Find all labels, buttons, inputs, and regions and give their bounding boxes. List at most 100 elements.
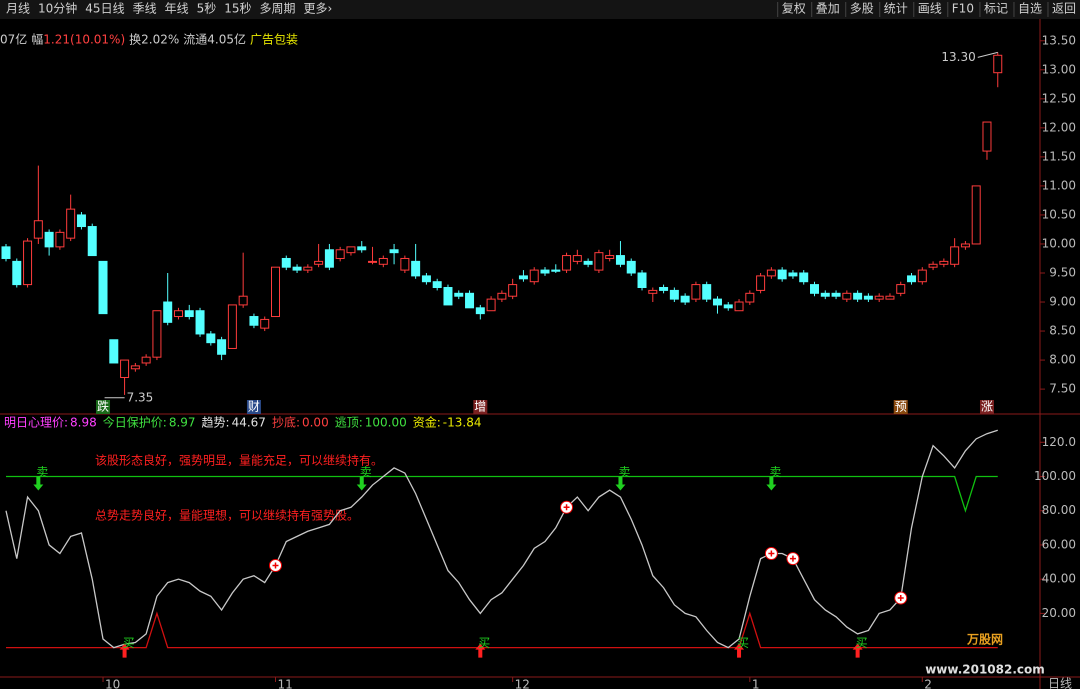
candle-body: [346, 246, 356, 254]
candle-body: [777, 269, 787, 280]
candle-body: [324, 249, 334, 268]
annotation-label: 13.30: [941, 50, 975, 64]
candle-body: [637, 272, 647, 289]
y-tick-label: 11.00: [1042, 178, 1076, 192]
candle-body: [98, 260, 108, 315]
candle-body: [863, 295, 873, 300]
candle-body: [87, 226, 97, 257]
toolbar-button[interactable]: F10: [952, 2, 974, 16]
event-label: 涨: [981, 399, 993, 414]
candle-body: [853, 292, 863, 300]
sell-arrow: [615, 476, 626, 491]
candle-body: [756, 275, 766, 291]
candle-body: [939, 260, 949, 265]
toolbar-button[interactable]: 月线: [6, 2, 30, 16]
candle-body: [443, 287, 453, 306]
event-label: 跌: [97, 399, 109, 414]
candle-body: [152, 310, 162, 358]
info-text: 换2.02%: [129, 33, 179, 47]
toolbar-button[interactable]: 15秒: [224, 2, 251, 16]
indicator-label: 趋势:: [202, 416, 230, 430]
watermark-url: www.201082.com: [925, 663, 1045, 677]
toolbar-button[interactable]: 更多›: [304, 2, 333, 16]
candle-body: [163, 301, 173, 323]
candle-body: [314, 260, 324, 265]
event-badge: [473, 400, 488, 414]
toolbar-button[interactable]: 画线: [918, 2, 942, 16]
event-label: 增: [474, 400, 486, 414]
annotation-label: 7.35: [127, 390, 154, 404]
candle-body: [529, 269, 539, 283]
y-tick-label: 8.50: [1049, 324, 1076, 338]
y-tick-label: 20.00: [1042, 606, 1076, 620]
y-tick-label: 60.00: [1042, 537, 1076, 551]
candle-body: [184, 310, 194, 318]
x-tick-label: 10: [105, 678, 120, 689]
candle-body: [594, 252, 604, 271]
buy-label: 买: [856, 636, 868, 650]
toolbar-button[interactable]: 叠加: [816, 2, 840, 16]
candle-body: [659, 287, 669, 291]
y-tick-label: 40.00: [1042, 572, 1076, 586]
annotation-arrow: [977, 51, 998, 58]
toolbar-button[interactable]: 标记: [984, 2, 1008, 16]
candle-body: [508, 284, 518, 297]
toolbar-button[interactable]: 自选: [1018, 2, 1042, 16]
cross-sign: [768, 550, 775, 557]
watermark-title: 万股网: [966, 632, 1003, 647]
candle-body: [238, 295, 248, 306]
toolbar-button[interactable]: 统计: [884, 2, 908, 16]
sell-label: 卖: [618, 465, 630, 479]
indicator-value: 8.97: [169, 416, 196, 430]
candle-body: [378, 257, 388, 265]
sell-arrow: [33, 476, 44, 491]
toolbar-button[interactable]: 多股: [850, 2, 874, 16]
candle-body: [734, 301, 744, 312]
candle-body: [66, 208, 76, 239]
toolbar-button[interactable]: 复权: [782, 2, 806, 16]
note: 该股形态良好，强势明显，量能充足，可以继续持有。: [95, 453, 383, 468]
info-text: 1.21(10.01%): [43, 33, 125, 47]
candle-body: [971, 185, 981, 245]
candle-body: [195, 310, 205, 335]
toolbar-button[interactable]: 多周期: [260, 2, 296, 16]
toolbar-button[interactable]: 年线: [165, 2, 189, 16]
candle-body: [109, 339, 119, 364]
indicator-line: [6, 475, 998, 513]
buy-arrow: [475, 643, 486, 658]
y-tick-label: 8.00: [1049, 353, 1076, 367]
toolbar-button[interactable]: 返回: [1052, 2, 1076, 16]
candle-body: [907, 275, 917, 283]
candle-body: [842, 292, 852, 300]
candle-body: [141, 356, 151, 364]
y-tick-label: 13.50: [1042, 33, 1076, 47]
toolbar-button[interactable]: 45日线: [85, 2, 124, 16]
candle-body: [540, 269, 550, 274]
candle-body: [518, 275, 528, 280]
toolbar-button[interactable]: 10分钟: [38, 1, 77, 16]
event-badge: [979, 400, 994, 414]
candle-body: [702, 284, 712, 300]
candle-body: [680, 295, 690, 303]
x-tick-label: 11: [278, 678, 293, 689]
y-tick-label: 11.50: [1042, 149, 1076, 163]
candle-body: [23, 240, 33, 286]
y-tick-label: 12.00: [1042, 120, 1076, 134]
candle-body: [465, 292, 475, 309]
info-text: 07亿: [0, 32, 27, 47]
indicator-label: 逃顶:: [335, 416, 363, 430]
candle-body: [411, 260, 421, 277]
candle-body: [271, 266, 280, 318]
y-tick-label: 10.50: [1042, 207, 1076, 221]
candle-body: [766, 269, 776, 277]
toolbar-button[interactable]: 5秒: [197, 2, 217, 16]
buy-arrow: [119, 643, 130, 658]
candle-body: [432, 281, 442, 289]
candle-body: [810, 284, 819, 294]
y-tick-label: 7.50: [1049, 382, 1076, 396]
candle-body: [357, 246, 367, 251]
toolbar-button[interactable]: 季线: [133, 2, 157, 16]
indicator-value: 44.67: [232, 416, 266, 430]
candle-body: [993, 54, 1003, 74]
sell-label: 卖: [769, 465, 781, 479]
